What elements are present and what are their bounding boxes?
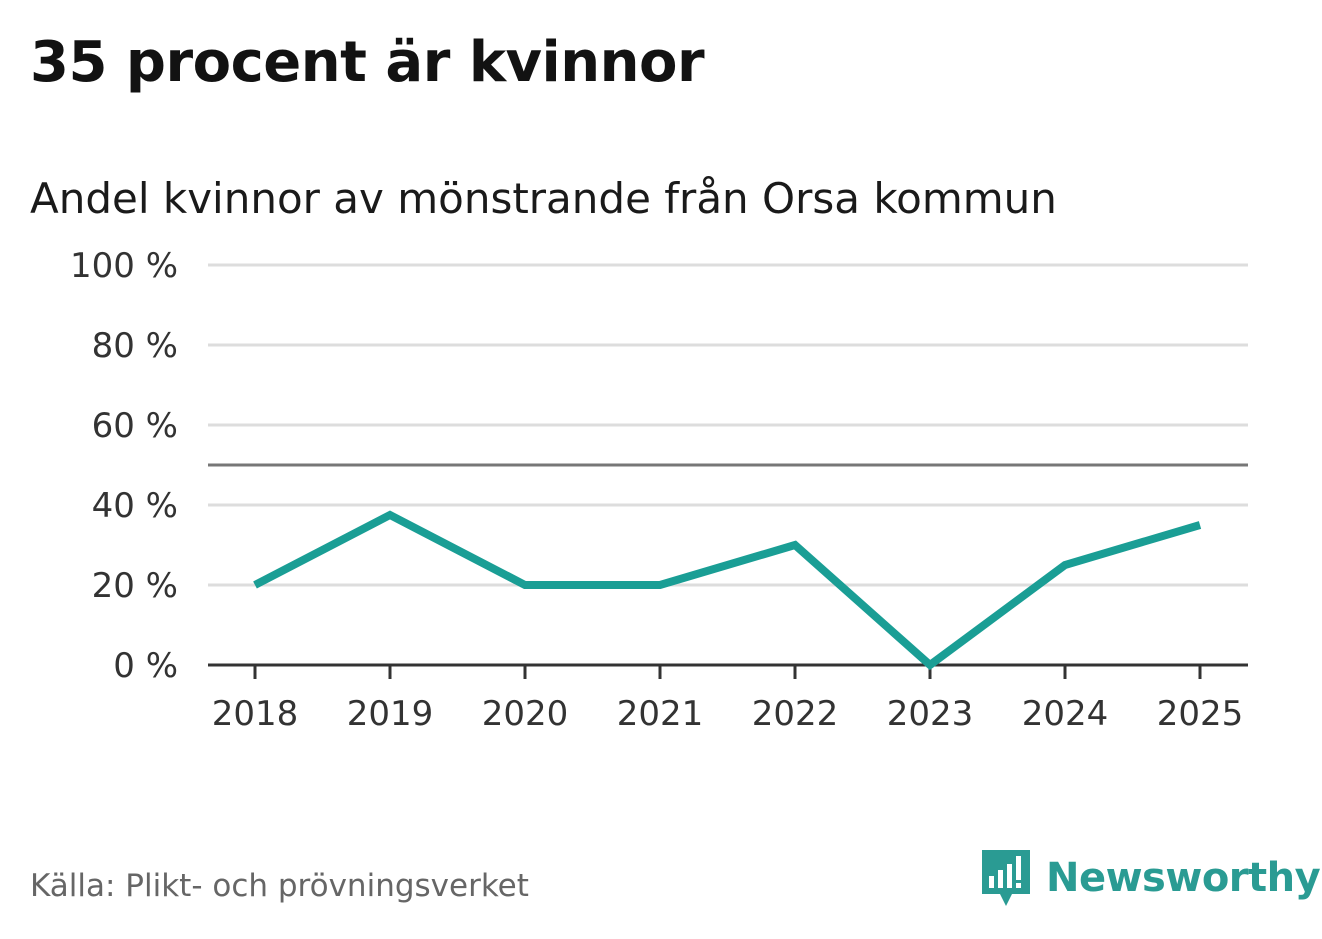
- chart-title: 35 procent är kvinnor: [30, 30, 705, 95]
- y-tick-label: 40 %: [92, 486, 178, 526]
- x-tick-label: 2022: [752, 694, 839, 734]
- x-tick-label: 2018: [212, 694, 299, 734]
- x-tick-label: 2025: [1157, 694, 1244, 734]
- y-axis-labels: 0 % 20 % 40 % 60 % 80 % 100 %: [70, 246, 178, 686]
- newsworthy-logo: Newsworthy: [980, 848, 1321, 908]
- y-tick-label: 60 %: [92, 406, 178, 446]
- y-tick-label: 80 %: [92, 326, 178, 366]
- x-tick-label: 2019: [347, 694, 434, 734]
- line-chart: 0 % 20 % 40 % 60 % 80 % 100 % 2018 2019 2020 202…: [70, 246, 1248, 734]
- y-tick-label: 0 %: [113, 646, 178, 686]
- x-tick-label: 2023: [887, 694, 974, 734]
- grid-lines: [208, 263, 1248, 587]
- x-tick-label: 2021: [617, 694, 704, 734]
- y-tick-label: 100 %: [70, 246, 178, 286]
- x-tick-label: 2020: [482, 694, 569, 734]
- series-layer: [253, 510, 1202, 671]
- x-tick-label: 2024: [1022, 694, 1109, 734]
- source-note: Källa: Plikt- och prövningsverket: [30, 868, 529, 904]
- newsworthy-chart-bubble-icon: [982, 850, 1030, 906]
- y-tick-label: 20 %: [92, 566, 178, 606]
- chart-subtitle: Andel kvinnor av mönstrande från Orsa ko…: [30, 174, 1057, 223]
- logo-text: Newsworthy: [1046, 855, 1321, 901]
- series-line: [253, 510, 1202, 671]
- x-axis: 2018 2019 2020 2021 2022 2023 2024 2025: [208, 663, 1248, 734]
